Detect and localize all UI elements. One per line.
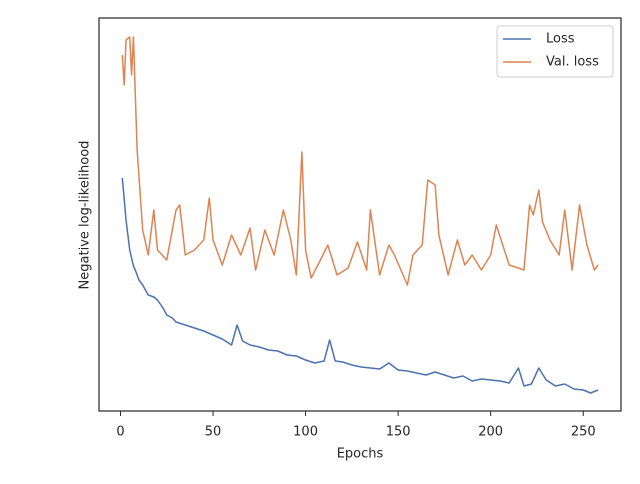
line-series bbox=[121, 177, 599, 394]
legend-label: Loss bbox=[546, 32, 575, 47]
legend: Loss Val. loss bbox=[496, 25, 614, 78]
line-series bbox=[121, 36, 599, 286]
x-tick-label: 150 bbox=[386, 425, 411, 440]
plot-frame bbox=[98, 17, 622, 412]
x-tick-label: 250 bbox=[571, 425, 596, 440]
x-tick-label: 200 bbox=[478, 425, 503, 440]
legend-label: Val. loss bbox=[546, 55, 599, 70]
x-tick-label: 100 bbox=[293, 425, 318, 440]
x-tick-label: 0 bbox=[116, 425, 124, 440]
y-axis-label: Negative log-likelihood bbox=[78, 141, 93, 290]
x-tick-label: 50 bbox=[205, 425, 222, 440]
x-axis-label: Epochs bbox=[337, 447, 384, 462]
